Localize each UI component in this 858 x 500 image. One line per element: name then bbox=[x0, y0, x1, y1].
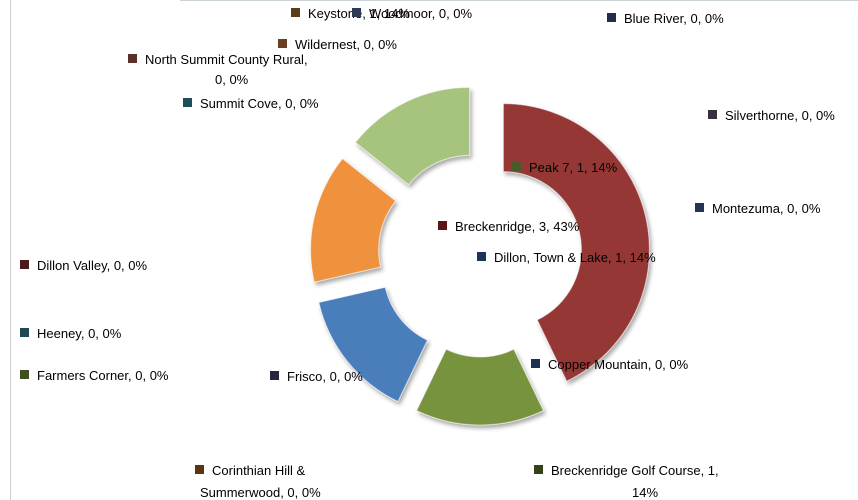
data-label-text: Dillon, Town & Lake, 1, 14% bbox=[494, 250, 656, 265]
data-label-corinthian-1: Corinthian Hill & bbox=[195, 463, 306, 478]
legend-key-icon bbox=[512, 162, 521, 171]
legend-key-icon bbox=[270, 371, 279, 380]
data-label-north-summit-2: 0, 0% bbox=[215, 72, 249, 87]
data-label-north-summit-1: North Summit County Rural, bbox=[128, 52, 308, 67]
legend-key-icon bbox=[195, 465, 204, 474]
data-label-montezuma: Montezuma, 0, 0% bbox=[695, 201, 821, 216]
legend-key-icon bbox=[534, 465, 543, 474]
labels-layer: Keystone, 1, 14%Woodmoor, 0, 0% Blue Rive… bbox=[20, 6, 835, 500]
data-label-text: Silverthorne, 0, 0% bbox=[725, 108, 835, 123]
legend-key-icon bbox=[20, 370, 29, 379]
slice-peak-7 bbox=[354, 86, 471, 186]
legend-key-icon bbox=[183, 98, 192, 107]
data-label-summit-cove: Summit Cove, 0, 0% bbox=[183, 96, 319, 111]
data-label-copper-mountain: Copper Mountain, 0, 0% bbox=[531, 357, 689, 372]
slices-layer bbox=[310, 86, 650, 426]
data-label-text: Peak 7, 1, 14% bbox=[529, 160, 618, 175]
data-label-text: Summerwood, 0, 0% bbox=[200, 485, 321, 500]
data-label-heeney: Heeney, 0, 0% bbox=[20, 326, 122, 341]
chart-border-left bbox=[10, 0, 11, 500]
legend-key-icon bbox=[291, 8, 300, 17]
chart-border-top bbox=[180, 0, 858, 1]
legend-key-icon bbox=[531, 359, 540, 368]
data-label-silverthorne: Silverthorne, 0, 0% bbox=[708, 108, 835, 123]
data-label-woodmoor: Woodmoor, 0, 0% bbox=[352, 6, 473, 21]
legend-key-icon bbox=[695, 203, 704, 212]
data-label-text: Frisco, 0, 0% bbox=[287, 369, 363, 384]
data-label-text: Woodmoor, 0, 0% bbox=[369, 6, 473, 21]
data-label-dillon: Dillon, Town & Lake, 1, 14% bbox=[477, 250, 656, 265]
data-label-text: Heeney, 0, 0% bbox=[37, 326, 122, 341]
legend-key-icon bbox=[278, 39, 287, 48]
data-label-farmers-corner: Farmers Corner, 0, 0% bbox=[20, 368, 169, 383]
slice-keystone bbox=[310, 157, 397, 283]
data-label-text: Montezuma, 0, 0% bbox=[712, 201, 821, 216]
data-label-frisco: Frisco, 0, 0% bbox=[270, 369, 363, 384]
data-label-text: Farmers Corner, 0, 0% bbox=[37, 368, 169, 383]
data-label-wildernest: Wildernest, 0, 0% bbox=[278, 37, 397, 52]
data-label-blue-river: Blue River, 0, 0% bbox=[607, 11, 724, 26]
data-label-breck-golf-1: Breckenridge Golf Course, 1, bbox=[534, 463, 719, 478]
slice-breckenridge-golf-course bbox=[415, 348, 545, 426]
data-label-text: 14% bbox=[632, 485, 658, 500]
data-label-text: Summit Cove, 0, 0% bbox=[200, 96, 319, 111]
legend-key-icon bbox=[128, 54, 137, 63]
legend-key-icon bbox=[477, 252, 486, 261]
data-label-peak-7: Peak 7, 1, 14% bbox=[512, 160, 618, 175]
legend-key-icon bbox=[607, 13, 616, 22]
slice-breckenridge bbox=[502, 103, 650, 382]
data-label-text: Breckenridge Golf Course, 1, bbox=[551, 463, 719, 478]
data-label-text: Wildernest, 0, 0% bbox=[295, 37, 397, 52]
data-label-text: Blue River, 0, 0% bbox=[624, 11, 724, 26]
data-label-text: Copper Mountain, 0, 0% bbox=[548, 357, 689, 372]
data-label-text: Breckenridge, 3, 43% bbox=[455, 219, 580, 234]
legend-key-icon bbox=[438, 221, 447, 230]
data-label-text: Corinthian Hill & bbox=[212, 463, 306, 478]
data-label-corinthian-2: Summerwood, 0, 0% bbox=[200, 485, 321, 500]
data-label-text: 0, 0% bbox=[215, 72, 249, 87]
data-label-dillon-valley: Dillon Valley, 0, 0% bbox=[20, 258, 148, 273]
slice-dillon-town-lake bbox=[318, 286, 429, 403]
data-label-breck-golf-2: 14% bbox=[632, 485, 658, 500]
data-label-breckenridge: Breckenridge, 3, 43% bbox=[438, 219, 580, 234]
data-label-text: North Summit County Rural, bbox=[145, 52, 308, 67]
legend-key-icon bbox=[20, 260, 29, 269]
legend-key-icon bbox=[708, 110, 717, 119]
legend-key-icon bbox=[352, 8, 361, 17]
data-label-text: Dillon Valley, 0, 0% bbox=[37, 258, 148, 273]
legend-key-icon bbox=[20, 328, 29, 337]
